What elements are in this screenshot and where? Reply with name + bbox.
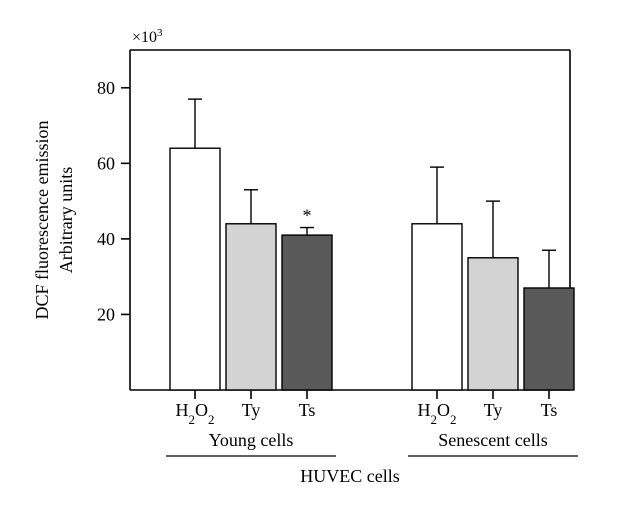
y-tick-label: 80	[97, 78, 115, 98]
y-axis-title-line2: Arbitrary units	[56, 167, 76, 273]
cat-plain: Ty	[484, 400, 503, 420]
cat-sub2: 2	[208, 412, 215, 427]
category-label: H2O2	[176, 400, 215, 427]
cat-pre: H	[418, 400, 431, 420]
bar: 27	[524, 288, 574, 390]
bar: 44	[412, 224, 462, 390]
category-label: H2O2	[418, 400, 457, 427]
y-tick-label: 20	[97, 304, 115, 324]
dcf-bar-chart: 20 40 60 80 ×103 DCF fluorescence emissionArb…	[0, 0, 641, 510]
cat-mid: O	[195, 400, 208, 420]
cat-sub2: 2	[450, 412, 457, 427]
bar: 41	[282, 235, 332, 390]
category-label: Ts	[299, 400, 316, 420]
bar-annotation: *	[303, 206, 312, 226]
category-label: Ty	[242, 400, 261, 420]
y-tick-label: 60	[97, 153, 115, 173]
y-tick-label: 40	[97, 229, 115, 249]
category-label: Ty	[484, 400, 503, 420]
y-axis-title-line1: DCF fluorescence emission	[32, 121, 52, 320]
cat-plain: Ts	[299, 400, 316, 420]
cat-mid: O	[437, 400, 450, 420]
group-label: Senescent cells	[438, 430, 547, 450]
y-exponent-label: ×103	[132, 27, 163, 46]
group-label: Young cells	[209, 430, 294, 450]
bottom-label: HUVEC cells	[300, 466, 399, 486]
cat-plain: Ts	[541, 400, 558, 420]
cat-pre: H	[176, 400, 189, 420]
exp-sup: 3	[157, 27, 163, 39]
bar: 64	[170, 148, 220, 390]
cat-plain: Ty	[242, 400, 261, 420]
category-label: Ts	[541, 400, 558, 420]
bar: 44	[226, 224, 276, 390]
exp-prefix: ×10	[132, 29, 157, 46]
bar: 35	[468, 258, 518, 390]
